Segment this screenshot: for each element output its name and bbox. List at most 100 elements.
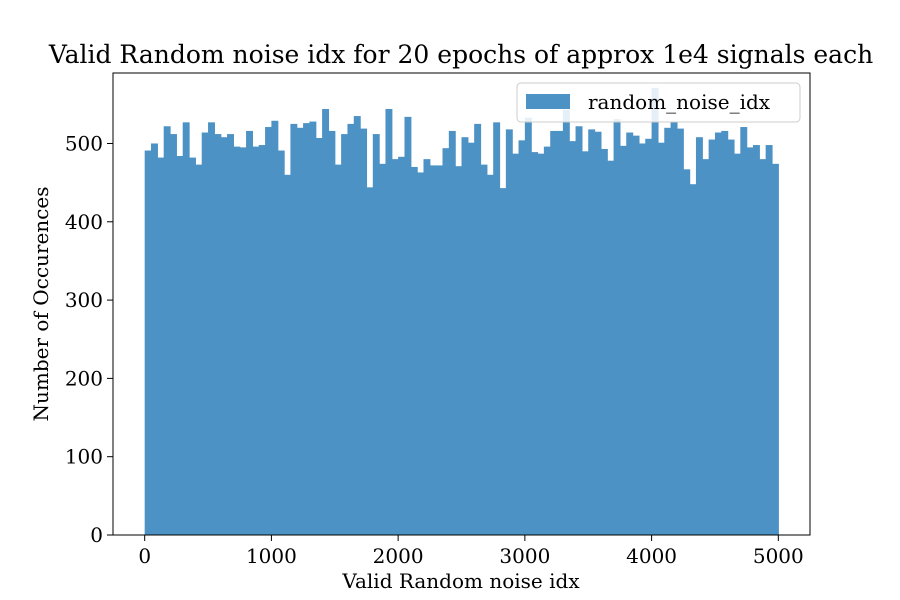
histogram-bar <box>531 152 539 535</box>
legend: random_noise_idx <box>516 82 801 123</box>
histogram-bar <box>689 184 697 535</box>
histogram-bar <box>746 147 754 535</box>
histogram-bar <box>638 143 646 535</box>
histogram-bar <box>423 159 431 535</box>
x-axis-ticks: 0 1000 2000 3000 4000 5000 <box>138 535 804 568</box>
x-tick-label: 5000 <box>753 544 804 568</box>
histogram-bar <box>543 146 551 535</box>
histogram-bar <box>220 137 228 535</box>
histogram-bar <box>740 127 748 535</box>
histogram-bar <box>208 122 215 535</box>
histogram-bar <box>176 156 184 535</box>
histogram-bar <box>182 122 190 535</box>
histogram-bar <box>214 134 222 535</box>
histogram-bar <box>417 172 425 536</box>
plot-frame <box>112 72 811 536</box>
histogram-bar <box>284 174 292 535</box>
histogram-bar <box>727 139 735 535</box>
histogram-bar <box>651 87 659 536</box>
histogram-bar <box>404 116 412 536</box>
histogram-bar <box>334 164 342 535</box>
histogram-bar <box>170 134 177 535</box>
histogram-bar <box>189 157 196 535</box>
x-tick-label: 2000 <box>373 544 424 568</box>
histogram-bar <box>505 129 513 536</box>
histogram-bar <box>632 135 640 535</box>
histogram-bar <box>556 130 564 535</box>
histogram-bar <box>271 120 279 535</box>
x-tick-label: 4000 <box>626 544 677 568</box>
histogram-bar <box>708 139 716 535</box>
histogram-bar <box>562 109 570 535</box>
histogram-bar <box>657 142 665 535</box>
histogram-bar <box>246 130 253 535</box>
histogram-bar <box>195 164 203 535</box>
y-tick-label: 300 <box>65 288 103 312</box>
histogram-bar <box>347 123 355 535</box>
histogram-bar <box>315 137 323 535</box>
legend-box <box>516 82 801 123</box>
histogram-bar <box>626 132 634 535</box>
histogram-bar <box>233 146 241 535</box>
y-axis-label: Number of Occurences <box>29 187 53 422</box>
histogram-bar <box>474 123 482 535</box>
histogram-bar <box>277 150 285 535</box>
histogram-bar <box>461 137 469 535</box>
histogram-bar <box>569 141 577 535</box>
histogram-bar <box>341 134 349 535</box>
legend-swatch <box>526 94 570 109</box>
histogram-bar <box>385 109 393 536</box>
histogram-bar <box>771 163 779 535</box>
histogram-bar <box>512 153 520 535</box>
x-tick-label: 0 <box>138 544 151 568</box>
legend-label: random_noise_idx <box>588 90 771 114</box>
histogram-bar <box>379 163 387 535</box>
histogram-bar <box>309 121 317 535</box>
histogram-bar <box>429 165 437 535</box>
x-axis-label: Valid Random noise idx <box>341 569 580 593</box>
histogram-bar <box>607 160 615 535</box>
histogram-bar <box>486 174 494 535</box>
histogram-bar <box>163 126 171 535</box>
histogram-bar <box>303 123 311 535</box>
histogram-bar <box>537 153 545 535</box>
histogram-bar <box>258 145 266 535</box>
y-tick-label: 0 <box>90 523 103 547</box>
histogram-bar <box>588 129 596 536</box>
bars-group <box>144 87 779 536</box>
histogram-bar <box>398 156 406 535</box>
histogram-bar <box>157 157 165 535</box>
histogram-bar <box>372 134 380 535</box>
histogram-bar <box>575 126 583 535</box>
histogram-bar <box>144 150 152 535</box>
y-tick-label: 200 <box>65 366 103 390</box>
histogram-bar <box>448 130 456 535</box>
histogram-bar <box>391 159 399 535</box>
histogram-bar <box>410 166 418 535</box>
x-tick-label: 1000 <box>246 544 297 568</box>
histogram-bar <box>752 145 760 535</box>
y-tick-label: 100 <box>65 445 103 469</box>
histogram-bar <box>594 131 602 535</box>
histogram-bar <box>322 109 330 536</box>
histogram-bar <box>353 116 361 535</box>
histogram-bar <box>581 151 589 535</box>
histogram-bar <box>366 187 374 535</box>
histogram-bar <box>683 169 691 535</box>
histogram-bar <box>695 137 703 535</box>
histogram-bar <box>721 130 729 535</box>
histogram-bar <box>550 130 558 535</box>
histogram-bar <box>239 147 247 535</box>
histogram-bar <box>733 153 741 535</box>
x-tick-label: 3000 <box>499 544 550 568</box>
histogram-bar <box>480 164 488 535</box>
y-tick-label: 400 <box>65 210 103 234</box>
histogram-bar <box>360 128 368 535</box>
histogram-bar <box>714 132 722 535</box>
histogram-bar <box>442 148 450 535</box>
histogram-bar <box>664 127 672 535</box>
histogram-bar <box>676 128 684 535</box>
chart-title: Valid Random noise idx for 20 epochs of … <box>48 40 873 69</box>
histogram-bar <box>252 146 260 535</box>
